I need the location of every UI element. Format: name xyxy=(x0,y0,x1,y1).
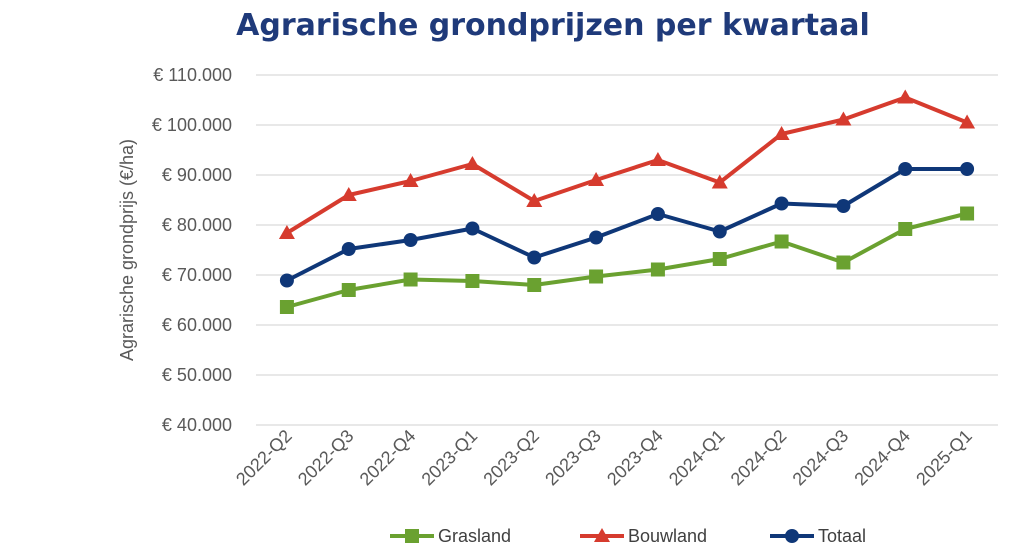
series-line-bouwland xyxy=(285,95,968,235)
x-tick-label: 2024-Q4 xyxy=(850,426,914,490)
legend-swatch-marker xyxy=(594,528,610,542)
data-point-totaal xyxy=(279,273,294,288)
data-point-bouwland xyxy=(959,114,976,129)
data-point-totaal xyxy=(465,221,480,236)
legend-swatch-marker xyxy=(785,529,799,543)
data-point-totaal xyxy=(898,162,913,176)
data-point-bouwland xyxy=(464,156,481,170)
data-point-totaal xyxy=(836,199,851,213)
data-point-grasland xyxy=(279,300,294,314)
legend-item-bouwland: Bouwland xyxy=(580,526,707,546)
data-point-totaal xyxy=(341,242,356,256)
chart-title: Agrarische grondprijzen per kwartaal xyxy=(236,8,870,43)
series-grasland xyxy=(279,206,975,314)
data-point-bouwland xyxy=(402,173,419,187)
data-point-grasland xyxy=(589,269,604,284)
x-tick-label: 2023-Q2 xyxy=(479,426,543,490)
legend-label: Totaal xyxy=(818,526,866,546)
y-tick-label: € 100.000 xyxy=(152,115,232,135)
data-point-bouwland xyxy=(588,172,605,186)
data-point-bouwland xyxy=(897,89,914,104)
series-line-totaal xyxy=(286,167,968,283)
data-point-bouwland xyxy=(835,111,852,126)
y-tick-label: € 40.000 xyxy=(162,415,232,435)
y-axis-ticks: € 40.000 € 50.000 € 60.000 € 70.000 € 80.000… xyxy=(152,65,232,435)
data-point-totaal xyxy=(650,207,665,221)
y-axis-label: Agrarische grondprijs (€/ha) xyxy=(117,139,137,361)
x-tick-label: 2022-Q3 xyxy=(294,426,358,490)
series-line-grasland xyxy=(286,211,968,309)
data-point-grasland xyxy=(465,274,480,288)
data-point-grasland xyxy=(898,222,913,236)
data-point-totaal xyxy=(774,196,789,211)
data-point-totaal xyxy=(527,250,542,265)
x-tick-label: 2023-Q1 xyxy=(418,426,482,490)
data-point-grasland xyxy=(403,272,418,287)
legend-item-totaal: Totaal xyxy=(770,526,866,546)
x-tick-label: 2024-Q2 xyxy=(727,426,791,490)
x-tick-label: 2024-Q3 xyxy=(789,426,853,490)
data-point-bouwland xyxy=(278,225,295,239)
legend-item-grasland: Grasland xyxy=(390,526,511,546)
data-point-bouwland xyxy=(711,174,728,189)
legend-swatch-marker xyxy=(405,529,419,543)
data-point-bouwland xyxy=(773,126,790,140)
data-point-totaal xyxy=(403,233,418,247)
x-tick-label: 2023-Q4 xyxy=(603,426,667,490)
series-bouwland xyxy=(278,89,976,239)
y-tick-label: € 60.000 xyxy=(162,315,232,335)
x-tick-label: 2022-Q2 xyxy=(232,426,296,490)
x-tick-label: 2024-Q1 xyxy=(665,426,729,490)
x-tick-label: 2025-Q1 xyxy=(912,426,976,490)
legend: Grasland Bouwland Totaal xyxy=(390,526,866,546)
data-point-bouwland xyxy=(526,193,543,207)
series-lines xyxy=(278,89,976,314)
y-tick-label: € 110.000 xyxy=(153,65,232,85)
x-tick-label: 2023-Q3 xyxy=(541,426,605,490)
legend-label: Bouwland xyxy=(628,526,707,546)
data-point-grasland xyxy=(527,278,542,292)
data-point-bouwland xyxy=(340,187,357,201)
data-point-grasland xyxy=(341,283,356,297)
y-tick-label: € 90.000 xyxy=(162,165,232,185)
data-point-totaal xyxy=(712,224,727,239)
legend-label: Grasland xyxy=(438,526,511,546)
y-tick-label: € 80.000 xyxy=(162,215,232,235)
y-tick-label: € 50.000 xyxy=(162,365,232,385)
gridlines xyxy=(256,74,998,426)
data-point-grasland xyxy=(712,252,727,266)
y-tick-label: € 70.000 xyxy=(162,265,232,285)
data-point-bouwland xyxy=(649,152,666,166)
x-axis-ticks: 2022-Q22022-Q32022-Q42023-Q12023-Q22023-… xyxy=(232,426,976,490)
data-point-grasland xyxy=(836,255,851,270)
data-point-grasland xyxy=(650,262,665,277)
series-totaal xyxy=(279,162,975,288)
data-point-grasland xyxy=(774,234,789,249)
data-point-totaal xyxy=(960,162,975,176)
data-point-totaal xyxy=(589,230,604,245)
x-tick-label: 2022-Q4 xyxy=(356,426,420,490)
data-point-grasland xyxy=(960,206,975,221)
